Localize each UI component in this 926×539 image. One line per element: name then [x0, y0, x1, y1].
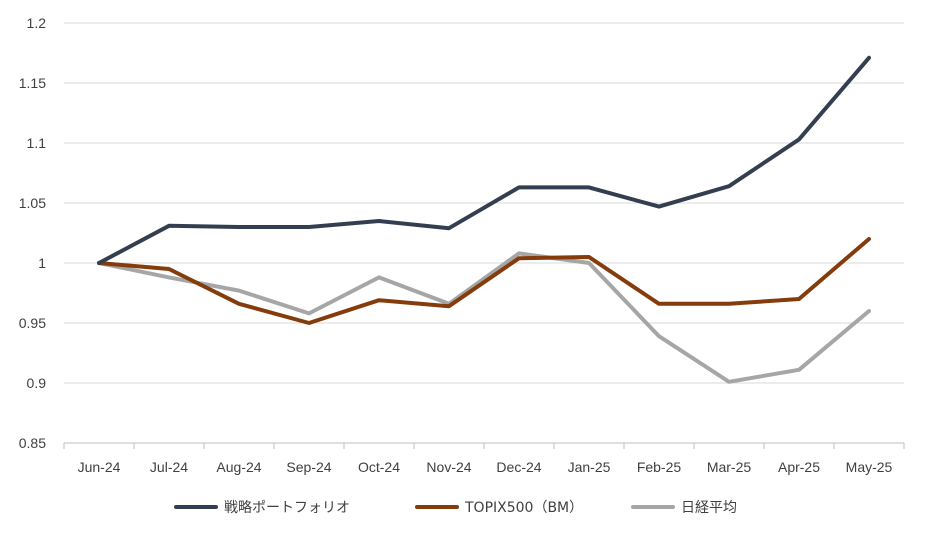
x-tick-label: Mar-25 — [707, 459, 752, 475]
legend-label: TOPIX500（BM） — [464, 500, 583, 516]
x-axis — [63, 442, 905, 449]
x-tick-label: May-25 — [846, 459, 893, 475]
x-tick-label: Feb-25 — [637, 459, 682, 475]
legend: 戦略ポートフォリオ TOPIX500（BM） 日経平均 — [174, 500, 737, 516]
x-tick-label: Jan-25 — [568, 459, 611, 475]
y-tick-label: 1.05 — [19, 195, 46, 211]
y-tick-label: 1.1 — [27, 135, 47, 151]
y-tick-label: 0.9 — [27, 375, 47, 391]
series-line — [97, 55, 871, 265]
legend-label: 戦略ポートフォリオ — [224, 500, 350, 516]
y-tick-label: 1 — [38, 255, 46, 271]
x-tick-label: Nov-24 — [426, 459, 471, 475]
y-tick-label: 0.95 — [19, 315, 46, 331]
y-axis-tick-labels: 0.85 0.9 0.95 1 1.05 1.1 1.15 1.2 — [19, 15, 46, 451]
series-line — [97, 237, 871, 325]
legend-label: 日経平均 — [681, 500, 737, 516]
series-line — [97, 251, 871, 384]
series-lines — [97, 55, 871, 384]
x-tick-label: Dec-24 — [496, 459, 541, 475]
y-tick-label: 0.85 — [19, 435, 46, 451]
x-axis-tick-labels: Jun-24 Jul-24 Aug-24 Sep-24 Oct-24 Nov-24 Dec-… — [78, 459, 893, 475]
x-tick-label: Jul-24 — [150, 459, 188, 475]
y-tick-label: 1.2 — [27, 15, 47, 31]
x-tick-label: Jun-24 — [78, 459, 121, 475]
x-tick-label: Sep-24 — [286, 459, 331, 475]
x-tick-label: Oct-24 — [358, 459, 400, 475]
x-tick-label: Apr-25 — [778, 459, 820, 475]
y-tick-label: 1.15 — [19, 75, 46, 91]
grid-lines — [64, 22, 904, 384]
x-tick-label: Aug-24 — [216, 459, 261, 475]
